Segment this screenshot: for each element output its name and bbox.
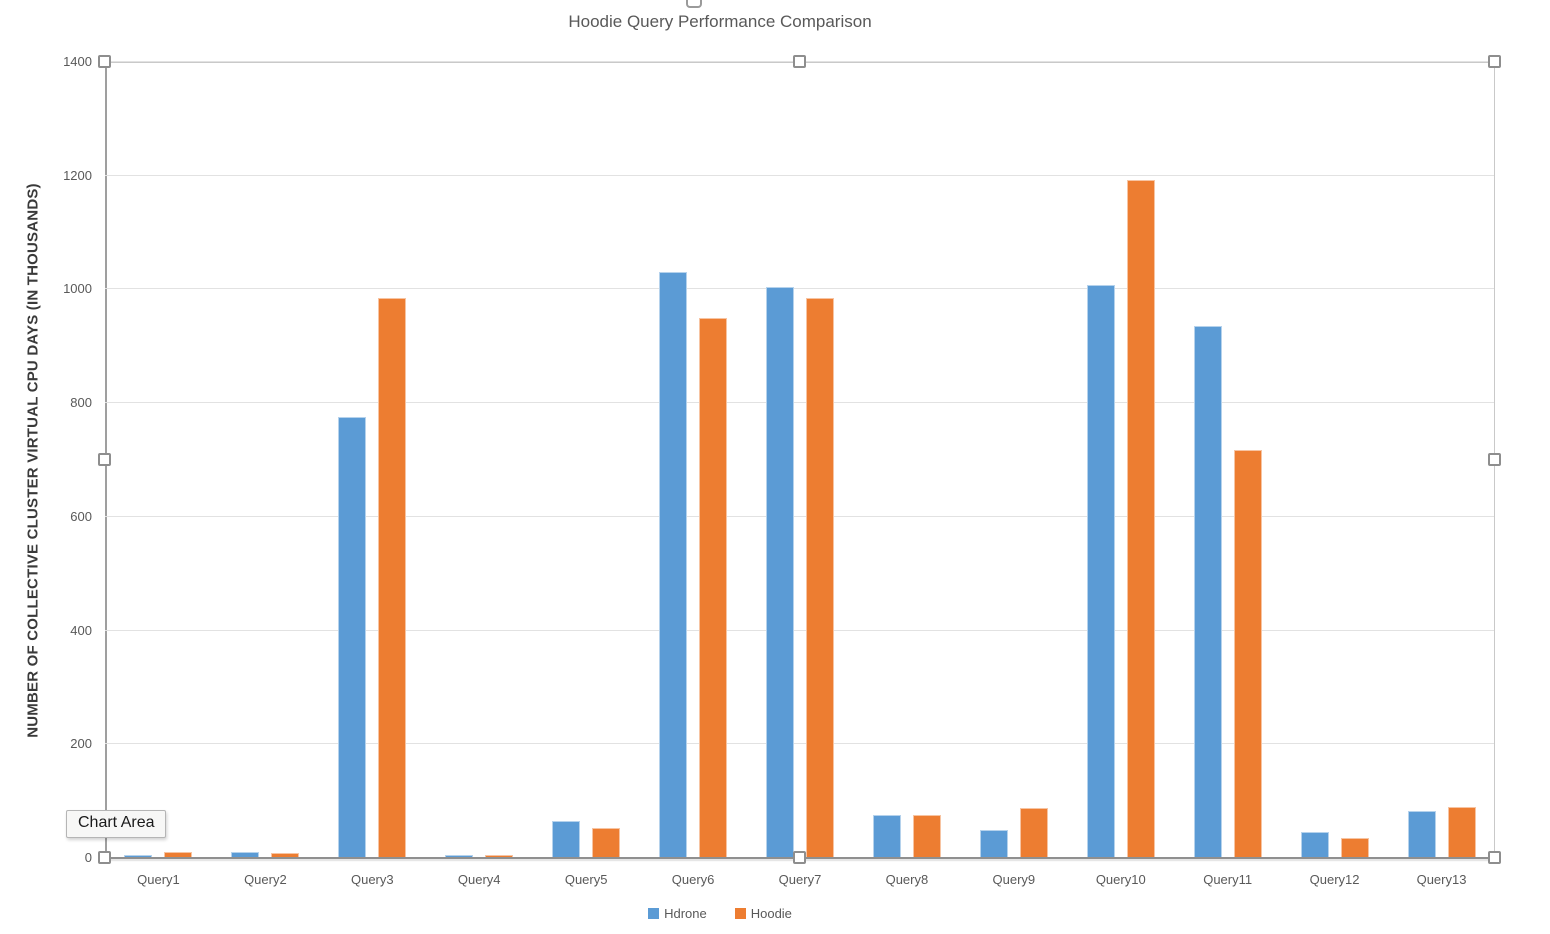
x-tick-query12: Query12 bbox=[1309, 872, 1360, 887]
selection-handle-mid-left[interactable] bbox=[98, 453, 111, 466]
bar-hoodie-query7[interactable] bbox=[806, 297, 834, 858]
x-tick-query9: Query9 bbox=[992, 872, 1036, 887]
selection-handle-bottom-right[interactable] bbox=[1488, 851, 1501, 864]
y-tick-400: 400 bbox=[70, 622, 92, 638]
bar-hoodie-query3[interactable] bbox=[378, 297, 407, 858]
gridline-1200 bbox=[105, 174, 1494, 176]
chart-legend[interactable]: Hdrone Hoodie bbox=[0, 906, 1440, 921]
y-tick-200: 200 bbox=[70, 736, 92, 752]
x-tick-query2: Query2 bbox=[244, 872, 287, 887]
x-axis-tick-labels[interactable]: Query1 Query2 Query3 Query4 Query5 Query6 Quer… bbox=[105, 872, 1495, 887]
selection-handle-top-center[interactable] bbox=[793, 55, 806, 68]
x-tick-query1: Query1 bbox=[137, 872, 180, 887]
chart-title[interactable]: Hoodie Query Performance Comparison bbox=[568, 12, 872, 31]
y-tick-800: 800 bbox=[70, 395, 92, 411]
gridline-600 bbox=[105, 515, 1494, 517]
bar-hdrone-query8[interactable] bbox=[872, 814, 901, 858]
legend-swatch-hdrone bbox=[648, 908, 660, 919]
plot-area[interactable] bbox=[105, 61, 1495, 858]
x-tick-query5: Query5 bbox=[564, 872, 608, 887]
bar-hdrone-query6[interactable] bbox=[659, 272, 688, 858]
y-tick-600: 600 bbox=[70, 508, 92, 524]
legend-item-hoodie[interactable]: Hoodie bbox=[734, 906, 792, 921]
bar-hoodie-query8[interactable] bbox=[912, 815, 941, 858]
bar-hdrone-query13[interactable] bbox=[1407, 811, 1436, 858]
y-tick-1400: 1400 bbox=[63, 54, 92, 69]
legend-label-hdrone: Hdrone bbox=[664, 906, 707, 921]
x-tick-query10: Query10 bbox=[1095, 872, 1146, 887]
bar-hoodie-query12[interactable] bbox=[1340, 838, 1369, 858]
gridline-200 bbox=[105, 743, 1494, 745]
bar-hoodie-query5[interactable] bbox=[592, 828, 621, 858]
bar-hdrone-query10[interactable] bbox=[1086, 285, 1115, 858]
selection-handle-top-right[interactable] bbox=[1488, 55, 1501, 68]
x-tick-query7: Query7 bbox=[778, 872, 822, 887]
y-tick-0: 0 bbox=[84, 850, 92, 865]
x-tick-query3: Query3 bbox=[350, 872, 394, 887]
gridline-1000 bbox=[105, 288, 1494, 290]
y-tick-1200: 1200 bbox=[63, 167, 92, 183]
bar-hdrone-query3[interactable] bbox=[338, 417, 367, 858]
gridline-400 bbox=[105, 629, 1494, 631]
chart-selection-handle-top[interactable] bbox=[686, 0, 702, 8]
bar-hdrone-query11[interactable] bbox=[1193, 326, 1222, 858]
bar-hdrone-query12[interactable] bbox=[1300, 832, 1329, 858]
selection-handle-mid-right[interactable] bbox=[1488, 453, 1501, 466]
bar-hdrone-query9[interactable] bbox=[979, 829, 1008, 858]
x-tick-query6: Query6 bbox=[671, 872, 715, 887]
x-tick-query11: Query11 bbox=[1203, 872, 1253, 887]
bar-hoodie-query9[interactable] bbox=[1019, 807, 1048, 858]
bar-hoodie-query6[interactable] bbox=[699, 317, 728, 858]
legend-swatch-hoodie bbox=[734, 908, 746, 919]
selection-handle-bottom-center[interactable] bbox=[793, 851, 806, 864]
legend-label-hoodie: Hoodie bbox=[750, 906, 792, 921]
x-tick-query4: Query4 bbox=[457, 872, 501, 887]
chart-area-tooltip: Chart Area bbox=[66, 810, 167, 838]
bar-hdrone-query5[interactable] bbox=[552, 821, 581, 858]
selection-handle-top-left[interactable] bbox=[98, 55, 111, 68]
bar-hdrone-query7[interactable] bbox=[766, 286, 794, 858]
selection-handle-bottom-left[interactable] bbox=[98, 851, 111, 864]
x-tick-query13: Query13 bbox=[1416, 872, 1467, 887]
y-tick-1000: 1000 bbox=[63, 281, 92, 297]
x-tick-query8: Query8 bbox=[885, 872, 929, 887]
bar-hoodie-query13[interactable] bbox=[1447, 806, 1476, 858]
legend-item-hdrone[interactable]: Hdrone bbox=[648, 906, 707, 921]
bar-hoodie-query10[interactable] bbox=[1126, 179, 1155, 858]
y-axis-title[interactable]: NUMBER OF COLLECTIVE CLUSTER VIRTUAL CPU… bbox=[24, 183, 42, 738]
gridline-800 bbox=[105, 402, 1494, 404]
bar-hoodie-query11[interactable] bbox=[1233, 449, 1262, 858]
